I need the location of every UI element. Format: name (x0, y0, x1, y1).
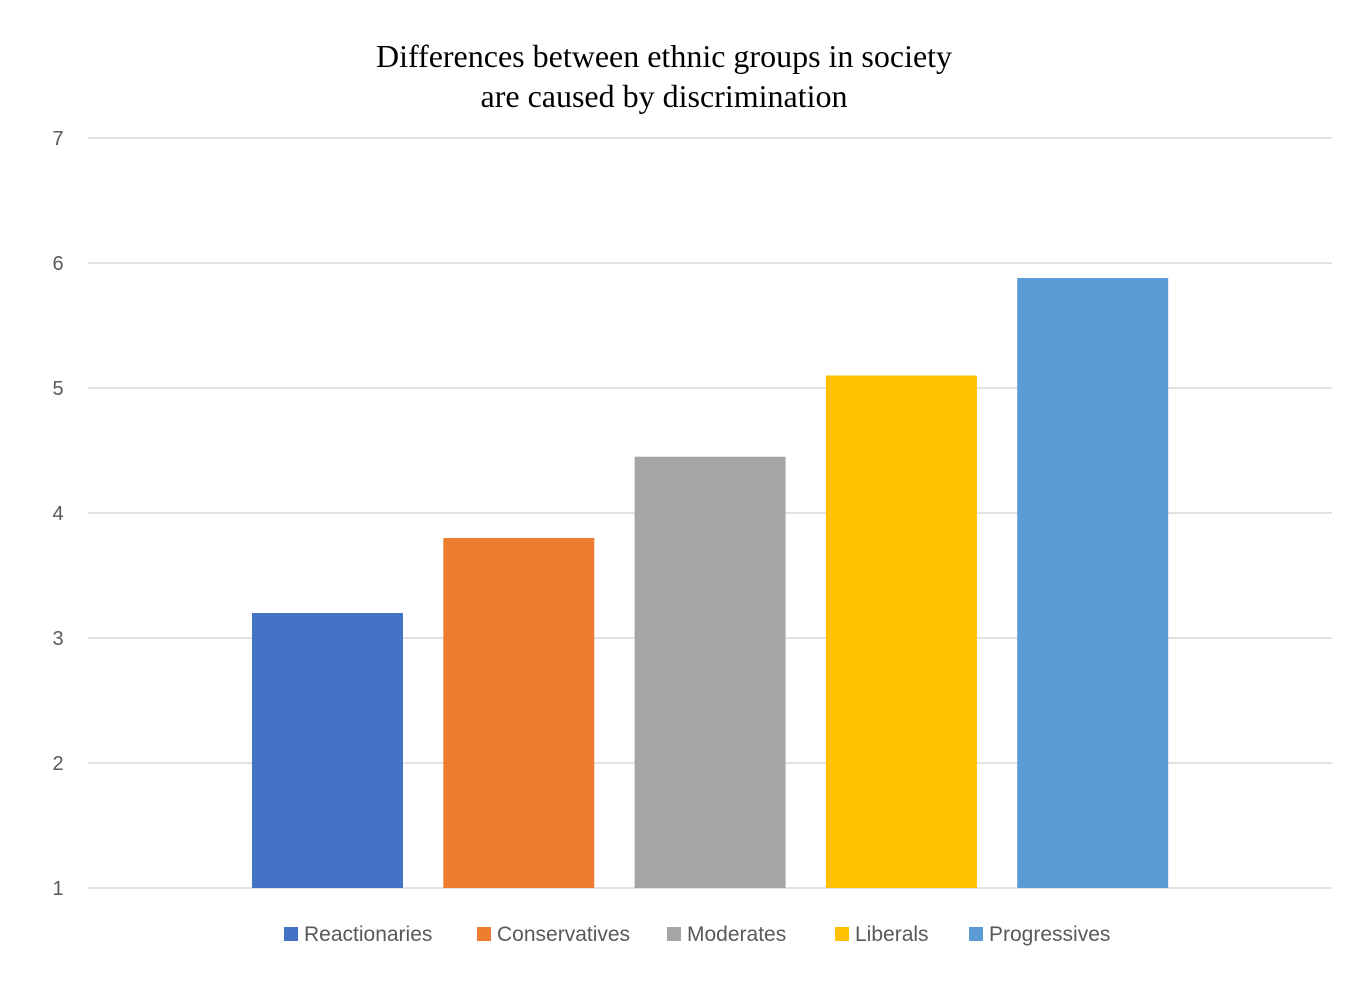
bar-moderates (634, 456, 786, 888)
chart-title-line-1: Differences between ethnic groups in soc… (376, 38, 952, 74)
bars (252, 278, 1169, 888)
legend-label-progressives: Progressives (989, 923, 1110, 946)
bar-conservatives (443, 538, 595, 888)
legend-swatch-liberals (835, 927, 849, 941)
bar-liberals (825, 375, 977, 888)
legend-swatch-progressives (969, 927, 983, 941)
bar-reactionaries (252, 613, 403, 888)
y-tick-label: 7 (52, 128, 63, 150)
legend-swatch-reactionaries (284, 927, 298, 941)
y-tick-label: 3 (52, 628, 63, 650)
y-tick-label: 2 (52, 753, 63, 775)
legend-label-moderates: Moderates (687, 923, 786, 946)
chart-title-line-2: are caused by discrimination (481, 78, 848, 114)
bar-progressives (1017, 278, 1169, 888)
y-axis-ticks: 1 2 3 4 5 6 7 (52, 128, 63, 900)
y-tick-label: 6 (52, 253, 63, 275)
y-tick-label: 5 (52, 378, 63, 400)
chart-title-group: Differences between ethnic groups in soc… (376, 38, 952, 114)
legend-label-conservatives: Conservatives (497, 923, 630, 946)
legend-swatch-moderates (667, 927, 681, 941)
y-tick-label: 4 (52, 503, 63, 525)
y-tick-label: 1 (52, 878, 63, 900)
legend: Reactionaries Conservatives Moderates Liber… (284, 923, 1110, 946)
legend-label-reactionaries: Reactionaries (304, 923, 432, 946)
legend-swatch-conservatives (477, 927, 491, 941)
legend-label-liberals: Liberals (855, 923, 929, 946)
